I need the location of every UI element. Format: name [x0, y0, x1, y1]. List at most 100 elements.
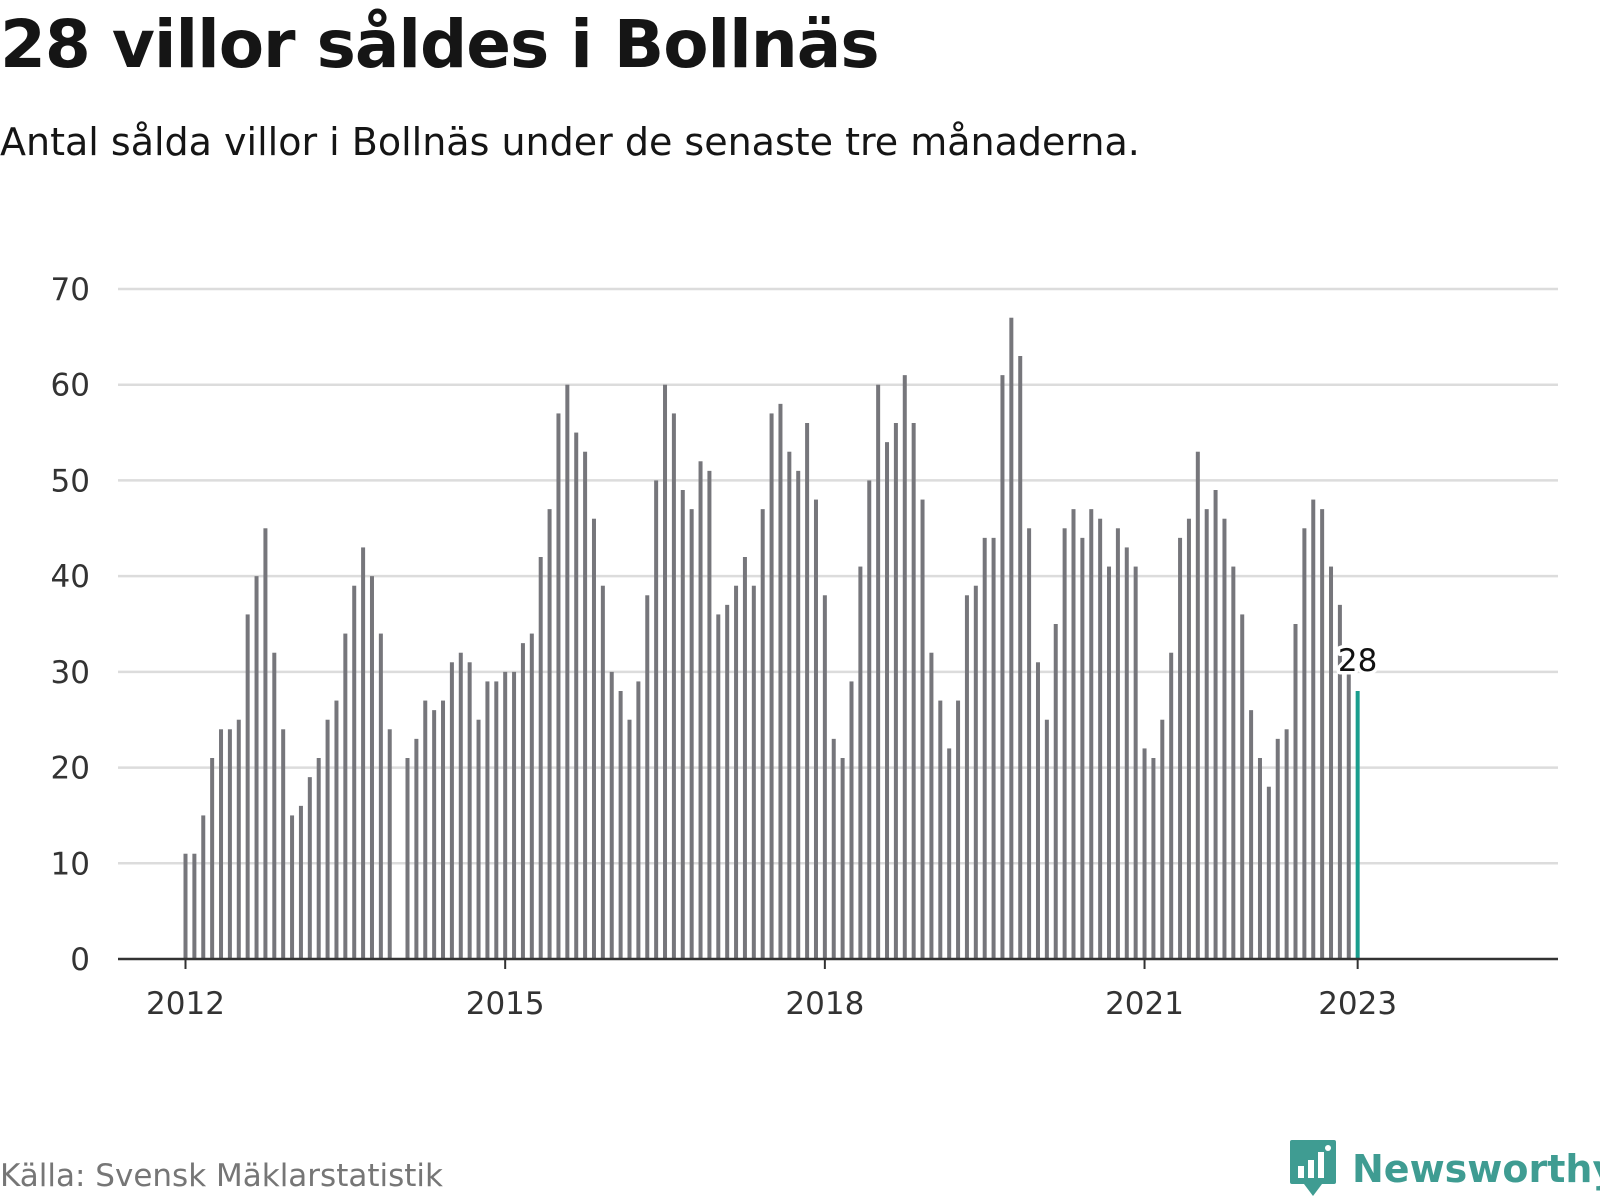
bar [1133, 566, 1138, 959]
bar [1142, 748, 1147, 959]
bar [1027, 528, 1032, 959]
source-note: Källa: Svensk Mäklarstatistik [0, 1158, 443, 1194]
bar [1151, 758, 1156, 959]
y-tick-label: 0 [70, 942, 90, 978]
x-tick-label: 2023 [1318, 986, 1397, 1022]
bar [565, 384, 570, 959]
bar [627, 719, 632, 959]
bar [1222, 518, 1227, 959]
bar [1035, 662, 1040, 959]
bar [947, 748, 952, 959]
bar [307, 777, 312, 959]
bar [867, 480, 872, 959]
bar [210, 758, 215, 959]
bar [769, 413, 774, 959]
bar [458, 652, 463, 959]
bar [1009, 317, 1014, 959]
bar [1186, 518, 1191, 959]
bar [609, 671, 614, 959]
bar [352, 585, 357, 959]
bar [1293, 624, 1298, 959]
bar [787, 451, 792, 959]
bar [813, 499, 818, 959]
bar [201, 815, 206, 959]
bar [893, 423, 898, 959]
bar [316, 758, 321, 959]
bar [698, 461, 703, 959]
labels: 0 10 20 30 40 50 60 70 2012 2015 2018 2021 2023 28 [51, 272, 1398, 1022]
bar [281, 729, 286, 959]
bar [183, 853, 188, 959]
bar [707, 470, 712, 959]
y-tick-label: 50 [51, 463, 90, 499]
chart-subtitle: Antal sålda villor i Bollnäs under de se… [0, 120, 1140, 164]
bar [1098, 518, 1103, 959]
bar [920, 499, 925, 959]
bar [432, 710, 437, 959]
bar [538, 557, 543, 959]
bar [840, 758, 845, 959]
bar [263, 528, 268, 959]
bar [414, 738, 419, 959]
bar [982, 537, 987, 959]
bar [1178, 537, 1183, 959]
bar [1284, 729, 1289, 959]
bar [778, 403, 783, 959]
bar [441, 700, 446, 959]
bar [885, 442, 890, 960]
bar [449, 662, 454, 959]
bar [298, 805, 303, 959]
x-tick-label: 2015 [466, 986, 545, 1022]
bar [1071, 509, 1076, 959]
bar [387, 729, 392, 959]
bar [1044, 719, 1049, 959]
bar [227, 729, 232, 959]
bar [600, 585, 605, 959]
bar [760, 509, 765, 959]
bar [876, 384, 881, 959]
chart-title: 28 villor såldes i Bollnäs [0, 6, 880, 83]
y-tick-label: 30 [51, 655, 90, 691]
bar [290, 815, 295, 959]
bar [1275, 738, 1280, 959]
bar [192, 853, 197, 959]
bar [831, 738, 836, 959]
bar [512, 671, 517, 959]
bar [547, 509, 552, 959]
bar [1266, 786, 1271, 959]
bar [858, 566, 863, 959]
bar [219, 729, 224, 959]
bar [1337, 604, 1342, 959]
bar [964, 595, 969, 959]
gridlines [118, 287, 1558, 865]
bar [671, 413, 676, 959]
x-tick-label: 2018 [785, 986, 864, 1022]
bar [556, 413, 561, 959]
bar [689, 509, 694, 959]
bar [520, 643, 525, 959]
bar [254, 576, 259, 959]
bar [618, 691, 623, 959]
bar [1089, 509, 1094, 959]
bar [405, 758, 410, 959]
bar [1231, 566, 1236, 959]
bar [716, 614, 721, 959]
bar [991, 537, 996, 959]
highlighted-bar [1355, 691, 1360, 959]
bar [822, 595, 827, 959]
bar [272, 652, 277, 959]
bar [734, 585, 739, 959]
bar [636, 681, 641, 959]
bar [1257, 758, 1262, 959]
last-value-label: 28 [1338, 643, 1377, 679]
bar [1320, 509, 1325, 959]
bar [902, 375, 907, 960]
bar [1115, 528, 1120, 959]
bar [485, 681, 490, 959]
bar [929, 652, 934, 959]
brand-name: Newsworthy [1352, 1147, 1600, 1191]
bar [849, 681, 854, 959]
x-tick-label: 2012 [146, 986, 225, 1022]
bar [663, 384, 668, 959]
